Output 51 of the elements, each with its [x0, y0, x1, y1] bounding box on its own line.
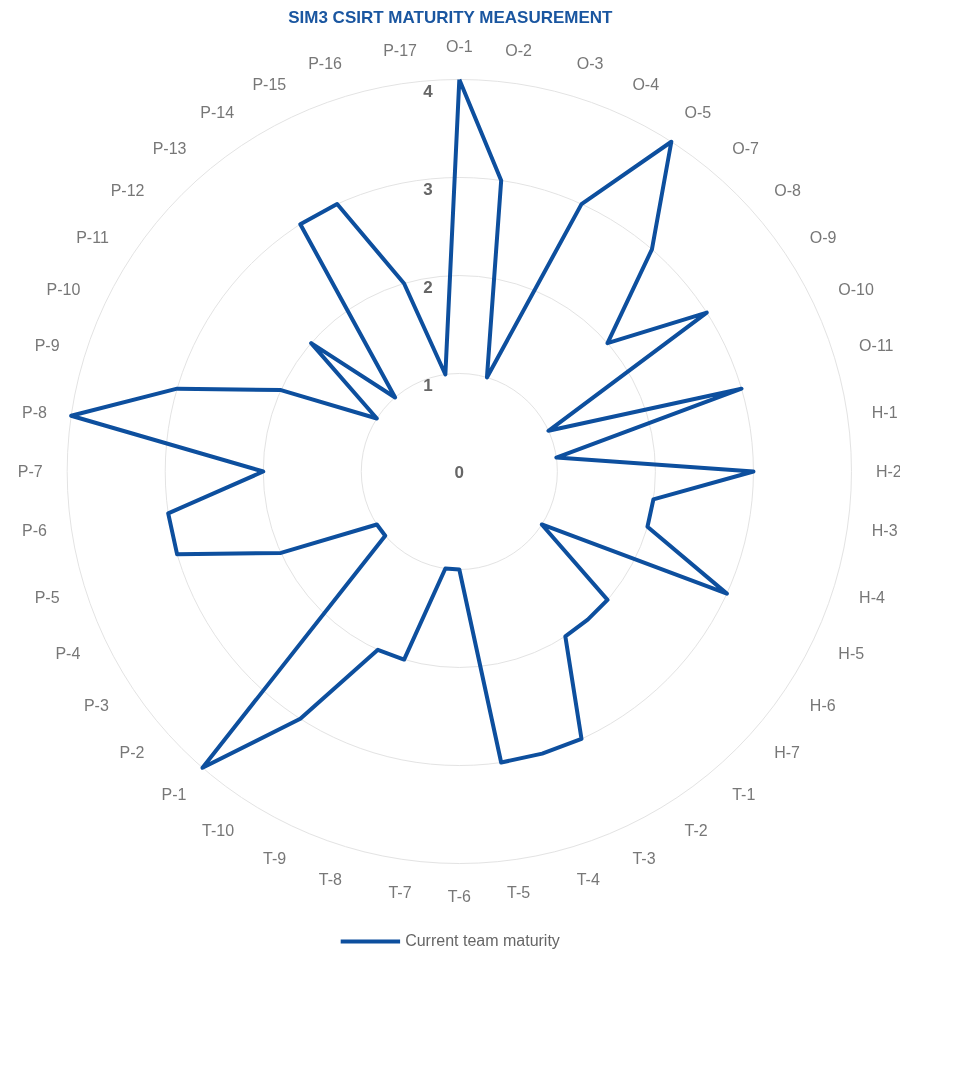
spoke-label: H-4: [859, 588, 885, 606]
y-tick-label: 0: [454, 462, 465, 482]
spoke-label: O-2: [505, 42, 533, 60]
spoke-label: P-6: [22, 522, 47, 540]
spoke-label: P-16: [308, 54, 343, 72]
spoke-label: P-17: [383, 42, 418, 60]
y-tick-label: 2: [423, 278, 433, 298]
spoke-label: H-5: [838, 644, 865, 662]
y-tick-label: 4: [423, 82, 434, 102]
spoke-label: O-5: [684, 104, 712, 122]
spoke-label: P-1: [161, 786, 187, 804]
spoke-label: O-4: [632, 75, 660, 93]
spoke-label: P-14: [200, 104, 235, 122]
spoke-label: P-2: [119, 744, 145, 762]
spoke-label: T-7: [388, 883, 412, 901]
spoke-label: P-4: [55, 644, 81, 662]
y-tick-label: 1: [423, 376, 433, 396]
spoke-label: P-10: [46, 281, 81, 299]
legend-label: Current team maturity: [405, 932, 560, 950]
spoke-label: P-7: [17, 463, 43, 481]
spoke-label: O-10: [838, 281, 875, 299]
spoke-label: P-11: [76, 229, 109, 247]
spoke-label: P-8: [22, 403, 47, 421]
spoke-label: H-6: [809, 696, 836, 714]
spoke-label: T-1: [732, 786, 756, 804]
spoke-label: P-12: [110, 181, 145, 199]
spoke-label: H-3: [871, 522, 898, 540]
spoke-label: H-7: [774, 744, 801, 762]
spoke-label: O-8: [774, 181, 801, 199]
spoke-label: P-3: [83, 696, 109, 714]
spoke-label: T-9: [263, 850, 287, 868]
spoke-label: O-1: [445, 38, 473, 56]
spoke-label: T-8: [318, 871, 343, 889]
spoke-label: P-5: [34, 588, 60, 606]
chart-title: SIM3 CSIRT MATURITY MEASUREMENT: [288, 7, 614, 27]
spoke-label: T-6: [447, 888, 471, 905]
spoke-label: P-13: [152, 139, 187, 157]
spoke-label: O-3: [576, 54, 604, 72]
spoke-label: P-9: [34, 337, 60, 355]
spoke-label: P-15: [252, 75, 287, 93]
spoke-label: T-5: [507, 883, 531, 901]
spoke-label: H-2: [875, 463, 902, 481]
spoke-label: T-10: [202, 821, 235, 839]
y-tick-label: 3: [423, 180, 433, 200]
spoke-label: H-1: [871, 403, 898, 421]
spoke-label: T-4: [576, 871, 600, 889]
spoke-label: O-11: [859, 337, 894, 355]
spoke-label: T-3: [632, 850, 656, 868]
spoke-label: T-2: [684, 821, 708, 839]
spoke-label: O-7: [732, 139, 759, 157]
spoke-label: O-9: [809, 229, 837, 247]
